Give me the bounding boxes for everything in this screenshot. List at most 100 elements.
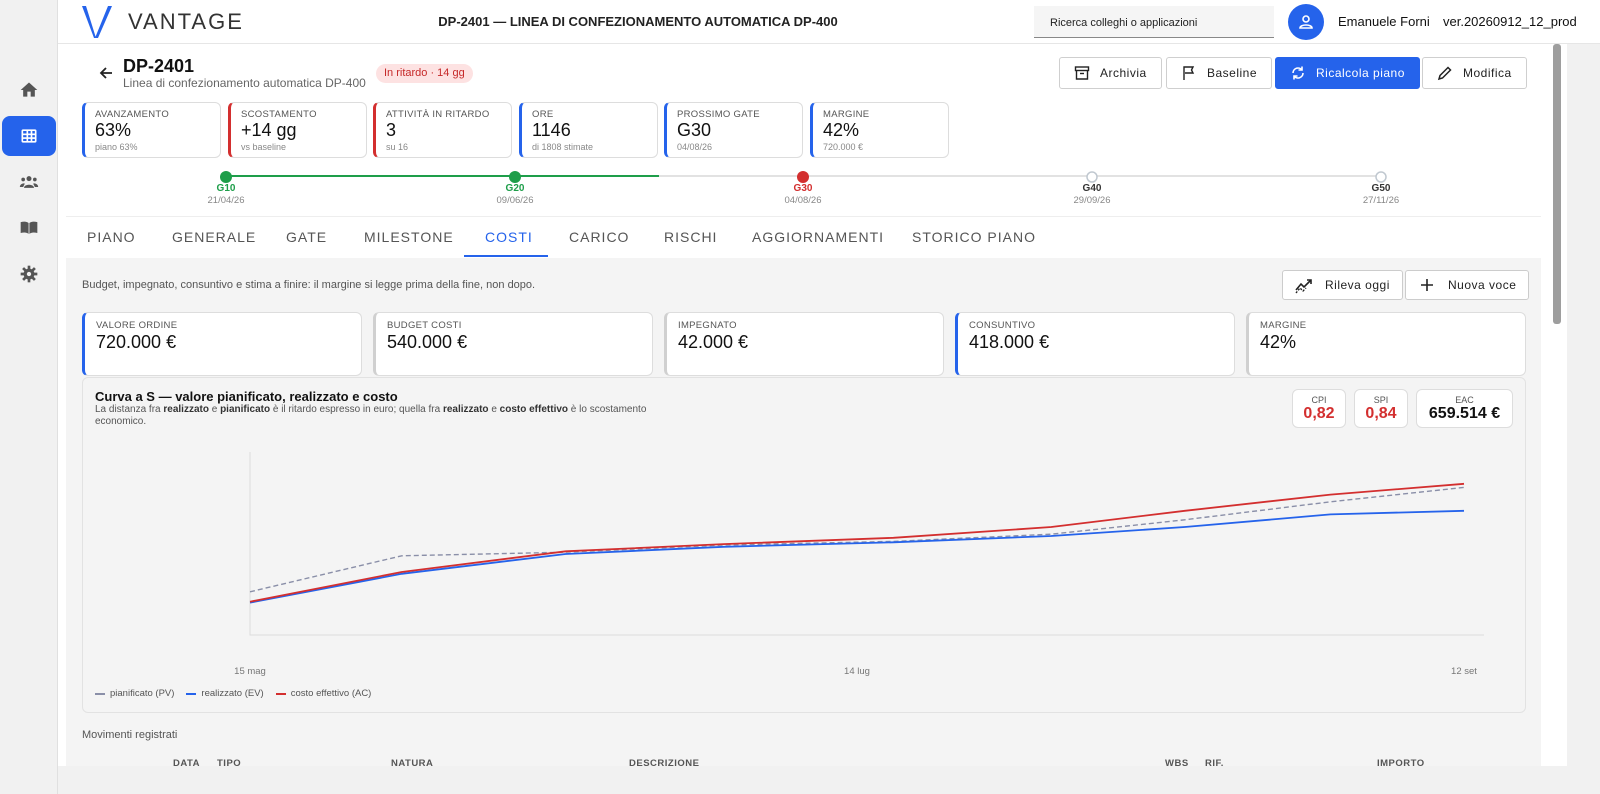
active-tab-indicator: [464, 255, 548, 257]
nav-home[interactable]: [2, 70, 56, 110]
left-rail: [0, 0, 58, 794]
legend-swatch: [95, 692, 105, 695]
edit-label: Modifica: [1463, 66, 1512, 80]
refresh-icon: [1292, 66, 1304, 80]
recalculate-plan-button[interactable]: Ricalcola piano: [1275, 57, 1420, 89]
user-name: Emanuele Forni: [1338, 14, 1430, 29]
back-arrow-icon[interactable]: [96, 63, 116, 83]
cost-card-label: VALORE ORDINE: [96, 320, 178, 331]
cost-card-value: 720.000 €: [96, 332, 177, 352]
kpi-value: G30: [677, 120, 712, 140]
flag-icon: [1183, 66, 1195, 80]
gate-marker-g40[interactable]: [1086, 171, 1098, 183]
tab-costi[interactable]: COSTI: [485, 229, 533, 245]
chart-description-part: e: [208, 404, 221, 415]
scrollbar-thumb[interactable]: [1553, 44, 1561, 324]
cost-card-label: BUDGET COSTI: [387, 320, 462, 331]
table-header-tipo[interactable]: TIPO: [217, 758, 242, 769]
tab-milestone[interactable]: MILESTONE: [364, 229, 454, 245]
chart-legend: pianificato (PV) realizzato (EV) costo eff…: [95, 688, 371, 699]
cost-card-value: 42%: [1260, 332, 1297, 352]
kpi-card[interactable]: SCOSTAMENTO +14 gg vs baseline: [228, 102, 367, 158]
user-avatar-button[interactable]: [1288, 4, 1324, 40]
archive-icon: [1074, 66, 1090, 80]
nav-docs[interactable]: [2, 208, 56, 248]
kpi-sub: 04/08/26: [677, 142, 713, 152]
tab-gate[interactable]: GATE: [286, 229, 328, 245]
s-curve-card: [82, 377, 1526, 713]
cost-card-label: MARGINE: [1260, 320, 1307, 331]
gate-date: 29/09/26: [1073, 195, 1111, 206]
series-line-0: [249, 486, 1465, 593]
baseline-label: Baseline: [1207, 66, 1258, 80]
gate-marker-g30[interactable]: [797, 171, 809, 183]
kpi-sub: di 1808 stimate: [532, 142, 594, 152]
series-line-2: [249, 482, 1465, 603]
metric-value: 0,82: [1303, 405, 1335, 422]
gate-date: 09/06/26: [496, 195, 534, 206]
baseline-button[interactable]: Baseline: [1166, 57, 1273, 89]
table-header-rif[interactable]: RIF.: [1205, 758, 1224, 769]
gate-timeline: [220, 171, 1387, 183]
nav-settings[interactable]: [2, 254, 56, 294]
nav-people[interactable]: [2, 162, 56, 202]
kpi-value: 1146: [532, 120, 571, 140]
kpi-card[interactable]: ORE 1146 di 1808 stimate: [519, 102, 658, 158]
version-label: ver.20260912_12_prod: [1443, 14, 1577, 29]
tab-piano[interactable]: PIANO: [87, 229, 136, 245]
archive-button[interactable]: Archivia: [1059, 57, 1162, 89]
plus-icon: [1421, 279, 1433, 291]
kpi-card[interactable]: MARGINE 42% 720.000 €: [810, 102, 949, 158]
metric-label: EAC: [1455, 395, 1474, 405]
home-icon: [20, 82, 38, 97]
legend-item: realizzato (EV): [186, 688, 264, 699]
legend-swatch: [275, 692, 286, 695]
tab-carico[interactable]: CARICO: [569, 229, 630, 245]
tab-storico-piano[interactable]: STORICO PIANO: [912, 229, 1036, 245]
nav-projects[interactable]: [2, 116, 56, 156]
legend-label: costo effettivo (AC): [290, 688, 372, 699]
bottom-strip: [58, 766, 1568, 794]
edit-button[interactable]: Modifica: [1422, 57, 1527, 89]
x-tick-label: 12 set: [1451, 666, 1477, 677]
table-header-importo[interactable]: IMPORTO: [1377, 758, 1425, 769]
x-tick-label: 15 mag: [234, 666, 266, 677]
cost-card-label: IMPEGNATO: [678, 320, 737, 331]
kpi-label: PROSSIMO GATE: [677, 109, 760, 120]
tab-rischi[interactable]: RISCHI: [664, 229, 718, 245]
archive-label: Archivia: [1100, 66, 1147, 80]
kpi-label: ATTIVITÀ IN RITARDO: [386, 109, 490, 120]
page-title: DP-2401 — LINEA DI CONFEZIONAMENTO AUTOM…: [438, 14, 838, 29]
tab-aggiornamenti[interactable]: AGGIORNAMENTI: [752, 229, 885, 245]
chart-description-part: e: [488, 404, 500, 415]
kpi-value: 3: [386, 120, 397, 140]
cost-card-label: CONSUNTIVO: [969, 320, 1036, 331]
cost-card: BUDGET COSTI 540.000 €: [373, 312, 653, 376]
project-subtitle: Linea di confezionamento automatica DP-4…: [123, 76, 366, 90]
kpi-value: 42%: [823, 120, 860, 140]
kpi-card[interactable]: AVANZAMENTO 63% piano 63%: [82, 102, 221, 158]
search-input[interactable]: Ricerca colleghi o applicazioni: [1034, 6, 1274, 38]
chart-description-part: costo effettivo: [499, 404, 569, 415]
table-header-wbs[interactable]: WBS: [1165, 758, 1189, 769]
gate-marker-g50[interactable]: [1375, 171, 1387, 183]
table-header-natura[interactable]: NATURA: [391, 758, 434, 769]
kpi-card[interactable]: PROSSIMO GATE G30 04/08/26: [664, 102, 803, 158]
gate-marker-g10[interactable]: [220, 171, 232, 183]
kpi-card[interactable]: ATTIVITÀ IN RITARDO 3 su 16: [373, 102, 512, 158]
record-today-button[interactable]: Rileva oggi: [1282, 270, 1403, 300]
brand-logo[interactable]: VANTAGE: [80, 4, 244, 40]
record-today-label: Rileva oggi: [1325, 278, 1390, 292]
new-entry-button[interactable]: Nuova voce: [1405, 270, 1530, 300]
tab-generale[interactable]: GENERALE: [172, 229, 257, 245]
gate-marker-g20[interactable]: [509, 171, 521, 183]
chart-description-part: realizzato: [442, 404, 489, 415]
gate-date: 21/04/26: [207, 195, 245, 206]
kpi-value: +14 gg: [241, 120, 297, 140]
table-header-data[interactable]: DATA: [173, 758, 200, 769]
s-curve-chart: 15 mag 14 lug 12 set: [234, 452, 1484, 677]
table-header-descrizione[interactable]: DESCRIZIONE: [629, 758, 700, 769]
legend-swatch: [186, 692, 197, 695]
chart-axes: [249, 452, 1484, 636]
metric-label: SPI: [1373, 395, 1389, 405]
